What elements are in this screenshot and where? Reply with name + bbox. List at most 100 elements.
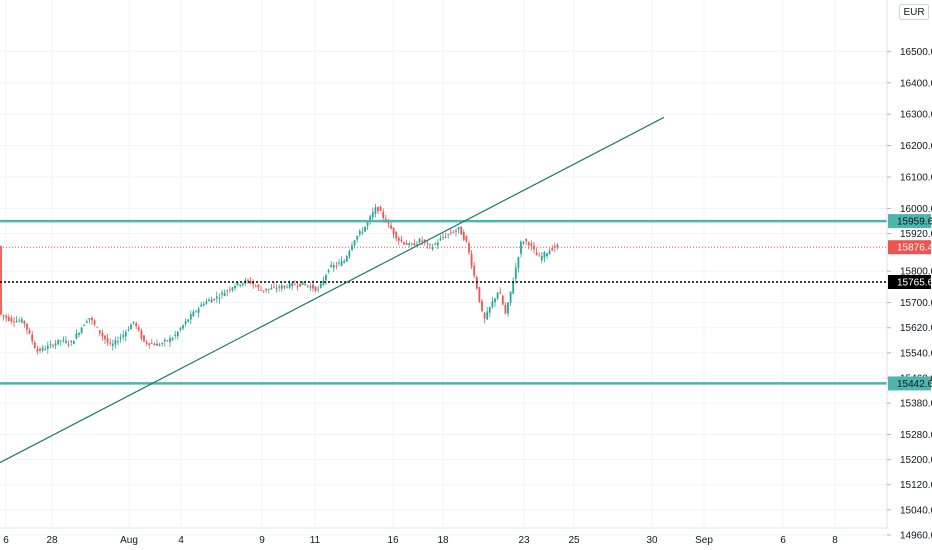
time-tick-label: Sep: [695, 535, 713, 546]
candle-body: [39, 348, 41, 351]
candle-body: [13, 321, 15, 323]
price-tick-label: 16400.0: [900, 78, 932, 89]
candle-body: [44, 349, 47, 350]
candle-body: [395, 231, 398, 239]
candle-body: [551, 248, 554, 251]
candle-body: [403, 242, 405, 245]
candle-body: [483, 313, 486, 319]
time-tick-label: 9: [259, 535, 265, 546]
candle-body: [189, 314, 192, 320]
candle-body: [322, 280, 325, 285]
candle-body: [309, 286, 312, 288]
candle-body: [449, 232, 452, 234]
candle-body: [470, 254, 473, 267]
candle-body: [348, 250, 351, 257]
time-axis[interactable]: 6 28 Aug 4 9 11 16 18 23 25 30 Sep 6 8: [0, 527, 887, 546]
candle-body: [75, 333, 78, 339]
candle-body: [499, 292, 502, 294]
level-price-tag: 15442.6: [897, 379, 932, 390]
candle-body: [78, 333, 80, 335]
candle-body: [434, 243, 437, 245]
time-tick-label: 4: [178, 535, 184, 546]
candle-body: [358, 231, 361, 235]
candle-body: [522, 241, 525, 244]
candle-body: [46, 345, 49, 349]
candle-body: [96, 326, 99, 328]
price-tick-label: 16100.0: [900, 173, 932, 184]
price-tags: 15959.6 15442.6 15876.4 15765.6: [888, 214, 932, 391]
candle-body: [494, 298, 496, 303]
price-axis[interactable]: 16500.0 16400.0 16300.0 16200.0 16100.0 16000…: [886, 0, 932, 541]
candle-body: [442, 237, 444, 239]
level-price-tag-bg: [888, 376, 931, 391]
candle-body: [501, 295, 504, 305]
time-tick-label: 28: [46, 535, 58, 546]
candle-body: [312, 284, 314, 289]
candle-body: [421, 240, 424, 242]
price-tick-label: 15200.0: [900, 455, 932, 466]
candle-body: [228, 289, 231, 291]
candle-body: [382, 211, 385, 219]
candle-body: [197, 308, 200, 313]
candle-body: [416, 243, 418, 245]
time-tick-label: Aug: [120, 535, 138, 546]
candle-body: [187, 319, 190, 322]
candle-body: [314, 286, 317, 291]
last-price-tag: 15876.4: [897, 243, 932, 254]
grid-layer: [0, 0, 887, 536]
time-tick-label: 18: [437, 535, 449, 546]
candle-body: [59, 340, 62, 342]
candle-body: [0, 246, 2, 315]
candle-body: [507, 302, 509, 314]
candle-body: [215, 296, 218, 299]
candle-body: [31, 334, 34, 342]
candle-body: [530, 243, 533, 246]
candle-body: [478, 286, 481, 302]
candle-body: [538, 255, 541, 257]
candle-body: [319, 283, 322, 288]
candle-body: [468, 243, 470, 253]
candle-body: [390, 225, 392, 229]
candle-body: [520, 241, 522, 254]
candle-body: [208, 299, 210, 302]
candle-body: [423, 239, 426, 243]
price-tick-label: 16200.0: [900, 141, 932, 152]
candle-body: [218, 297, 221, 299]
trendline-layer[interactable]: [0, 116, 665, 464]
candle-body: [254, 285, 257, 287]
price-tick-label: 15380.0: [900, 399, 932, 410]
time-tick-label: 6: [3, 535, 9, 546]
candle-body: [405, 243, 408, 245]
candle-body: [239, 284, 242, 286]
candle-body: [195, 311, 197, 313]
candle-body: [291, 282, 294, 287]
candle-body: [72, 340, 75, 345]
candle-body: [457, 226, 460, 230]
candle-body: [28, 330, 31, 334]
candle-body: [249, 280, 252, 284]
candle-body: [392, 227, 395, 235]
candle-body: [299, 283, 301, 287]
candle-body: [366, 221, 369, 227]
candle-body: [127, 329, 130, 331]
candle-body: [111, 343, 114, 346]
candle-body: [356, 235, 359, 240]
candle-body: [104, 335, 106, 340]
candle-body: [465, 235, 468, 242]
candle-body: [351, 245, 353, 250]
currency-badge[interactable]: EUR: [899, 4, 929, 20]
candle-body: [226, 290, 229, 292]
candle-body: [436, 242, 439, 246]
candle-body: [481, 301, 483, 312]
candle-body: [473, 265, 476, 276]
candle-body: [176, 331, 179, 337]
candle-body: [304, 284, 307, 286]
candle-body: [182, 325, 184, 329]
candle-body: [330, 264, 333, 267]
candle-body: [169, 338, 171, 343]
candle-body: [288, 283, 291, 288]
time-tick-label: 30: [646, 535, 658, 546]
candle-body: [283, 285, 286, 288]
candle-body: [213, 298, 216, 300]
